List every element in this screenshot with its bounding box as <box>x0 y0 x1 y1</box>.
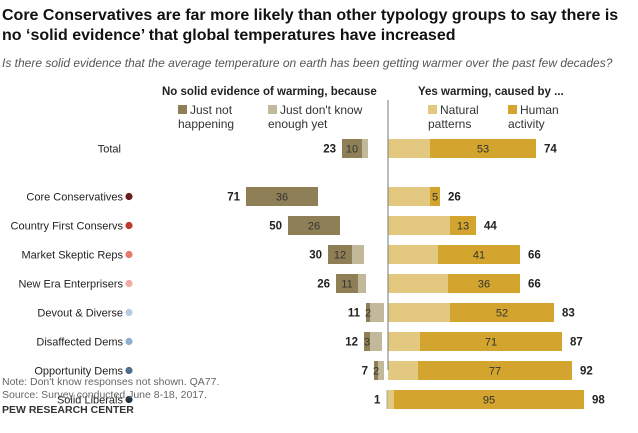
total-yes-warming-label: 74 <box>544 144 557 156</box>
group-dot <box>125 279 133 288</box>
bar-label-human: 5 <box>432 192 438 204</box>
legend-dont-know: Just don't know enough yet <box>268 103 363 131</box>
bar-label-just-not: 26 <box>308 221 320 233</box>
total-yes-warming-label: 26 <box>448 192 461 204</box>
source: Source: Survey conducted June 8-18, 2017… <box>2 389 207 401</box>
note: Note: Don't know responses not shown. QA… <box>2 376 220 388</box>
bar-just-not-happening <box>246 187 318 206</box>
bar-just-not-happening <box>288 216 340 235</box>
legend-just-not-happening: Just not happening <box>178 103 235 131</box>
bar-just-not-happening <box>342 139 362 158</box>
category-label: Core Conservatives <box>26 192 123 204</box>
bar-human-activity <box>448 274 520 293</box>
bar-human-activity <box>450 216 476 235</box>
group-dot <box>125 250 133 259</box>
bar-natural-patterns <box>388 187 430 206</box>
chart-title: Core Conservatives are far more likely t… <box>2 7 619 44</box>
total-yes-warming-label: 92 <box>580 366 593 378</box>
bar-dont-know <box>374 361 384 380</box>
category-label: Solid Liberals <box>57 395 124 407</box>
total-no-evidence-label: 50 <box>269 221 282 233</box>
total-no-evidence-label: 30 <box>309 250 322 262</box>
bar-just-not-happening <box>336 274 358 293</box>
bar-label-just-not: 2 <box>373 366 379 378</box>
bar-dont-know <box>366 303 384 322</box>
bar-label-human: 53 <box>477 144 489 156</box>
bar-label-human: 77 <box>489 366 501 378</box>
total-no-evidence-label: 26 <box>317 279 330 291</box>
bar-label-just-not: 3 <box>364 337 370 349</box>
category-label: Disaffected Dems <box>36 337 123 349</box>
bar-natural-patterns <box>388 216 450 235</box>
bar-natural-patterns <box>388 245 438 264</box>
bar-dont-know <box>386 390 388 409</box>
bar-natural-patterns <box>388 332 420 351</box>
bar-human-activity <box>420 332 562 351</box>
total-no-evidence-label: 1 <box>374 395 381 407</box>
bar-just-not-happening <box>364 332 370 351</box>
category-label: Total <box>98 144 121 156</box>
left-group-header: No solid evidence of warming, because <box>162 86 377 98</box>
category-label: Opportunity Dems <box>34 366 123 378</box>
bar-label-just-not: 11 <box>341 279 352 291</box>
total-no-evidence-label: 12 <box>345 337 358 349</box>
legend-natural-patterns: Natural patterns <box>428 103 479 131</box>
total-yes-warming-label: 66 <box>528 279 541 291</box>
bar-label-human: 52 <box>496 308 508 320</box>
bar-human-activity <box>394 390 584 409</box>
group-dot <box>125 192 133 201</box>
total-yes-warming-label: 83 <box>562 308 575 320</box>
bar-label-just-not: 10 <box>346 144 358 156</box>
chart-subtitle: Is there solid evidence that the average… <box>2 56 613 70</box>
bar-human-activity <box>450 303 554 322</box>
total-yes-warming-label: 98 <box>592 395 605 407</box>
bar-natural-patterns <box>388 361 418 380</box>
bar-human-activity <box>438 245 520 264</box>
total-no-evidence-label: 71 <box>227 192 240 204</box>
bar-label-human: 95 <box>483 395 495 407</box>
bar-human-activity <box>430 139 536 158</box>
category-label: New Era Enterprisers <box>18 279 123 291</box>
bar-natural-patterns <box>388 303 450 322</box>
bar-label-just-not: 36 <box>276 192 288 204</box>
bar-label-human: 36 <box>478 279 490 291</box>
group-dot <box>125 221 133 230</box>
total-yes-warming-label: 87 <box>570 337 583 349</box>
bar-just-not-happening <box>374 361 378 380</box>
total-no-evidence-label: 23 <box>323 144 336 156</box>
bar-label-human: 71 <box>485 337 497 349</box>
bar-label-human: 41 <box>473 250 485 262</box>
bar-human-activity <box>430 187 440 206</box>
bar-natural-patterns <box>388 390 394 409</box>
bar-human-activity <box>418 361 572 380</box>
brand: PEW RESEARCH CENTER <box>2 404 134 416</box>
total-yes-warming-label: 66 <box>528 250 541 262</box>
group-dot <box>125 308 133 317</box>
category-label: Country First Conservs <box>11 221 124 233</box>
category-label: Devout & Diverse <box>37 308 123 320</box>
group-dot <box>125 366 133 375</box>
total-no-evidence-label: 11 <box>348 308 361 320</box>
bar-just-not-happening <box>366 303 370 322</box>
bar-label-human: 13 <box>457 221 469 233</box>
bar-just-not-happening <box>328 245 352 264</box>
bar-label-just-not: 12 <box>334 250 346 262</box>
group-dot <box>125 395 133 404</box>
total-no-evidence-label: 7 <box>362 366 368 378</box>
category-label: Market Skeptic Reps <box>22 250 124 262</box>
legend-human-activity: Human activity <box>508 103 559 131</box>
right-group-header: Yes warming, caused by ... <box>418 86 564 98</box>
total-yes-warming-label: 44 <box>484 221 497 233</box>
bar-natural-patterns <box>388 139 430 158</box>
bar-label-just-not: 2 <box>365 308 371 320</box>
bar-natural-patterns <box>388 274 448 293</box>
group-dot <box>125 337 133 346</box>
